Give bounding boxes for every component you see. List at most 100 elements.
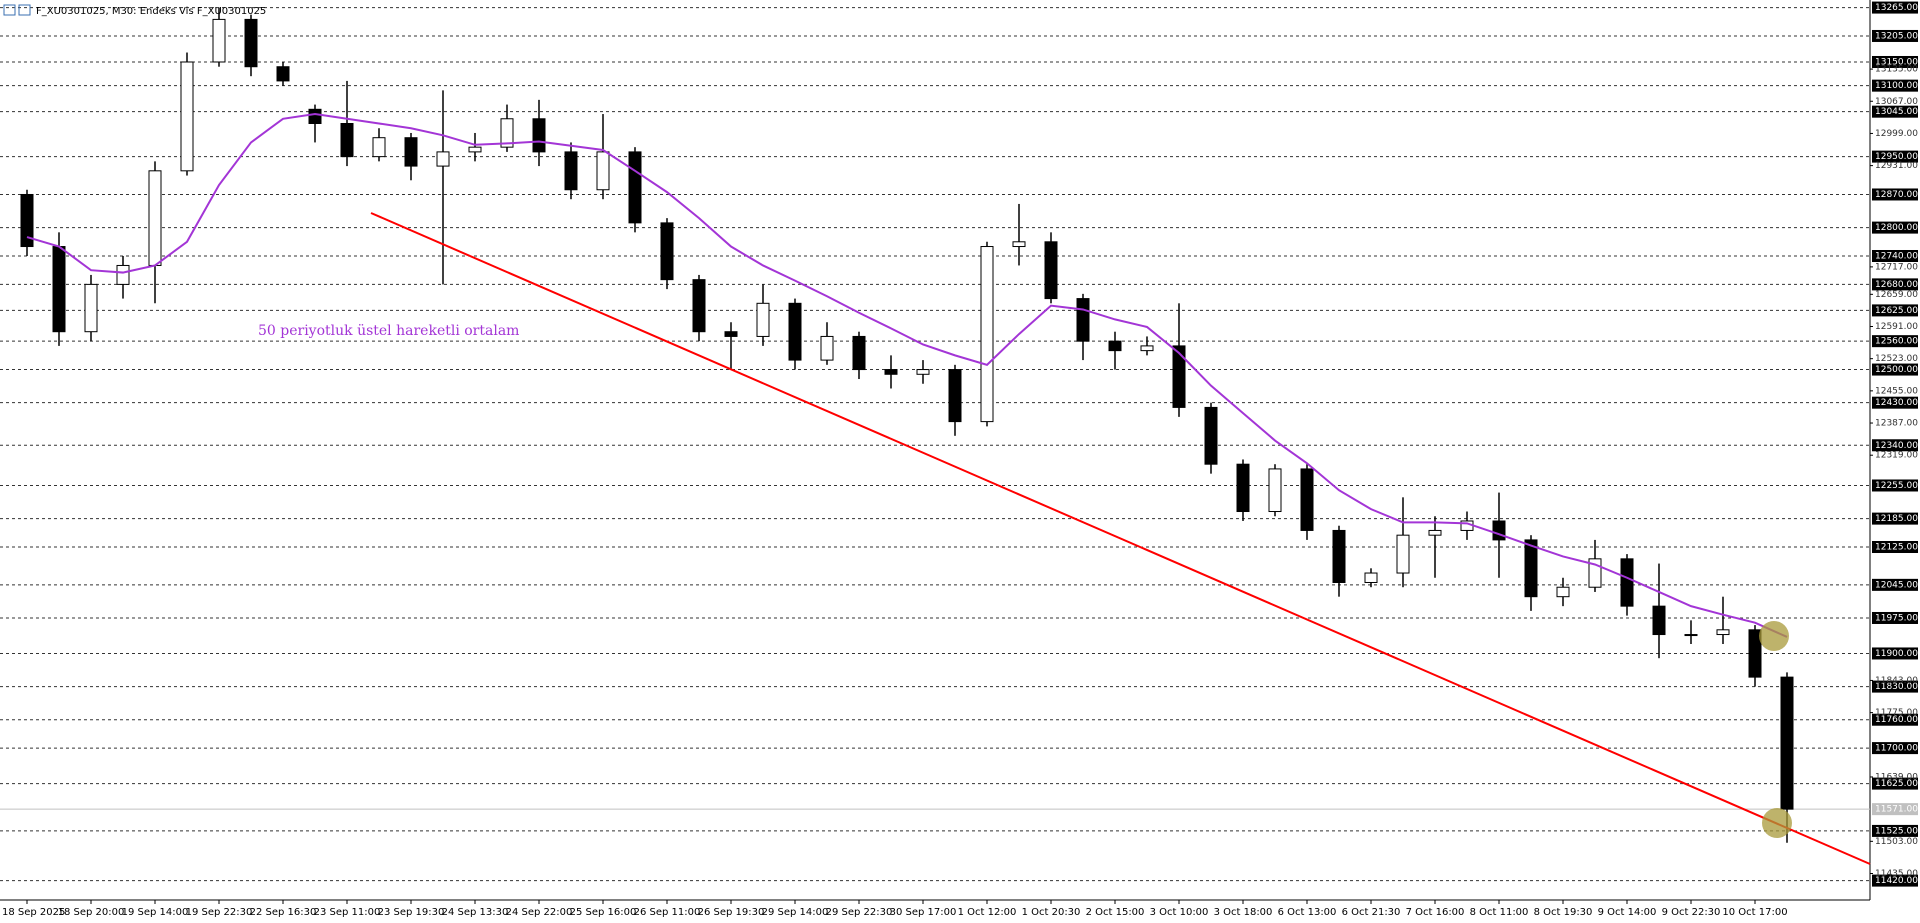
y-tick-label: 12659.00 (1875, 290, 1918, 300)
candle-body (1236, 463, 1250, 513)
candle-body (1140, 345, 1154, 352)
candle-body (1332, 529, 1346, 583)
x-tick-label: 8 Oct 11:00 (1470, 907, 1529, 918)
levels (0, 7, 1870, 882)
x-tick-label: 26 Sep 11:00 (634, 907, 701, 918)
candle-body (372, 137, 386, 158)
candle-body (1524, 539, 1538, 598)
level-label-box (1872, 363, 1918, 376)
y-tick-label: 12045.00 (1875, 580, 1918, 590)
y-tick-label: 11775.00 (1875, 708, 1918, 718)
x-tick-label: 3 Oct 18:00 (1214, 907, 1273, 918)
y-tick-label: 13067.00 (1875, 97, 1918, 107)
current-price-box (1872, 803, 1918, 816)
x-tick-label: 23 Sep 11:00 (314, 907, 381, 918)
candle-body (340, 123, 354, 158)
candle-body (980, 246, 994, 423)
y-tick-label: 13045.00 (1875, 107, 1918, 117)
y-tick-label: 11700.00 (1875, 744, 1918, 754)
x-tick-label: 29 Sep 22:30 (826, 907, 893, 918)
current-price-label: 11571.00 (1875, 805, 1918, 815)
y-tick-label: 12455.00 (1875, 386, 1918, 396)
level-label-box (1872, 479, 1918, 492)
candle-body (1716, 629, 1730, 636)
level-label-box (1872, 578, 1918, 591)
y-tick-label: 12717.00 (1875, 262, 1918, 272)
highlight-circle (1762, 808, 1792, 838)
level-label-box (1872, 249, 1918, 262)
y-tick-label: 13205.00 (1875, 31, 1918, 41)
candle-body (532, 118, 546, 153)
level-label-box (1872, 150, 1918, 163)
y-tick-label: 13135.00 (1875, 65, 1918, 75)
candle-body (1748, 629, 1762, 678)
level-label-box (1872, 439, 1918, 452)
x-tick-label: 23 Sep 19:30 (378, 907, 445, 918)
menu-icon[interactable] (3, 4, 16, 16)
level-label-box (1872, 335, 1918, 348)
level-label-box (1872, 541, 1918, 554)
candle-body (436, 151, 450, 167)
candle-body (1684, 634, 1698, 637)
y-tick-label: 12950.00 (1875, 152, 1918, 162)
candle-body (596, 151, 610, 191)
y-tick-label: 13265.00 (1875, 3, 1918, 13)
highlight-circle (1759, 621, 1789, 651)
y-tick-label: 12680.00 (1875, 280, 1918, 290)
level-label-box (1872, 396, 1918, 409)
candle-body (1044, 241, 1058, 300)
x-tick-label: 9 Oct 22:30 (1662, 907, 1721, 918)
level-label-box (1872, 874, 1918, 887)
candle-body (1012, 241, 1026, 248)
y-tick-label: 11525.00 (1875, 826, 1918, 836)
candle-body (1620, 558, 1634, 607)
x-tick-label: 6 Oct 13:00 (1278, 907, 1337, 918)
y-tick-label: 12430.00 (1875, 398, 1918, 408)
level-label-box (1872, 105, 1918, 118)
y-tick-label: 12255.00 (1875, 481, 1918, 491)
chart-icon[interactable] (18, 4, 31, 16)
candle-body (404, 137, 418, 167)
ema-line (26, 113, 1788, 638)
y-tick-label: 12319.00 (1875, 451, 1918, 461)
y-tick-label: 12800.00 (1875, 223, 1918, 233)
candle-body (1780, 676, 1794, 810)
level-label-box (1872, 824, 1918, 837)
candle-body (180, 61, 194, 172)
x-tick-label: 1 Oct 20:30 (1022, 907, 1081, 918)
y-tick-label: 11503.00 (1875, 837, 1918, 847)
y-tick-label: 11900.00 (1875, 649, 1918, 659)
x-tick-label: 29 Sep 14:00 (762, 907, 829, 918)
y-tick-label: 12870.00 (1875, 190, 1918, 200)
y-tick-label: 12999.00 (1875, 129, 1918, 139)
y-tick-label: 12185.00 (1875, 514, 1918, 524)
x-tick-label: 18 Sep 20:00 (58, 907, 125, 918)
y-tick-label: 11830.00 (1875, 682, 1918, 692)
candle-body (52, 246, 66, 333)
candle-body (212, 18, 226, 63)
candle-body (1556, 586, 1570, 598)
level-label-box (1872, 1, 1918, 14)
y-tick-label: 12591.00 (1875, 322, 1918, 332)
candle-body (308, 108, 322, 125)
y-tick-label: 11975.00 (1875, 613, 1918, 623)
y-tick-label: 12931.00 (1875, 161, 1918, 171)
x-tick-label: 2 Oct 15:00 (1086, 907, 1145, 918)
candle-body (244, 18, 258, 68)
x-tick-label: 6 Oct 21:30 (1342, 907, 1401, 918)
chart-title: F_XU0301025, M30: Endeks Vis F_XU0301025 (36, 6, 266, 17)
y-tick-label: 12523.00 (1875, 354, 1918, 364)
trend-line (370, 212, 1871, 865)
candle-body (724, 331, 738, 337)
candle-body (1300, 468, 1314, 531)
y-tick-label: 13100.00 (1875, 81, 1918, 91)
y-tick-label: 11760.00 (1875, 715, 1918, 725)
level-label-box (1872, 29, 1918, 42)
candle-body (500, 118, 514, 148)
candle-body (1204, 406, 1218, 465)
y-tick-label: 11435.00 (1875, 869, 1918, 879)
level-label-box (1872, 278, 1918, 291)
candle-body (1492, 520, 1506, 541)
x-tick-label: 8 Oct 19:30 (1534, 907, 1593, 918)
